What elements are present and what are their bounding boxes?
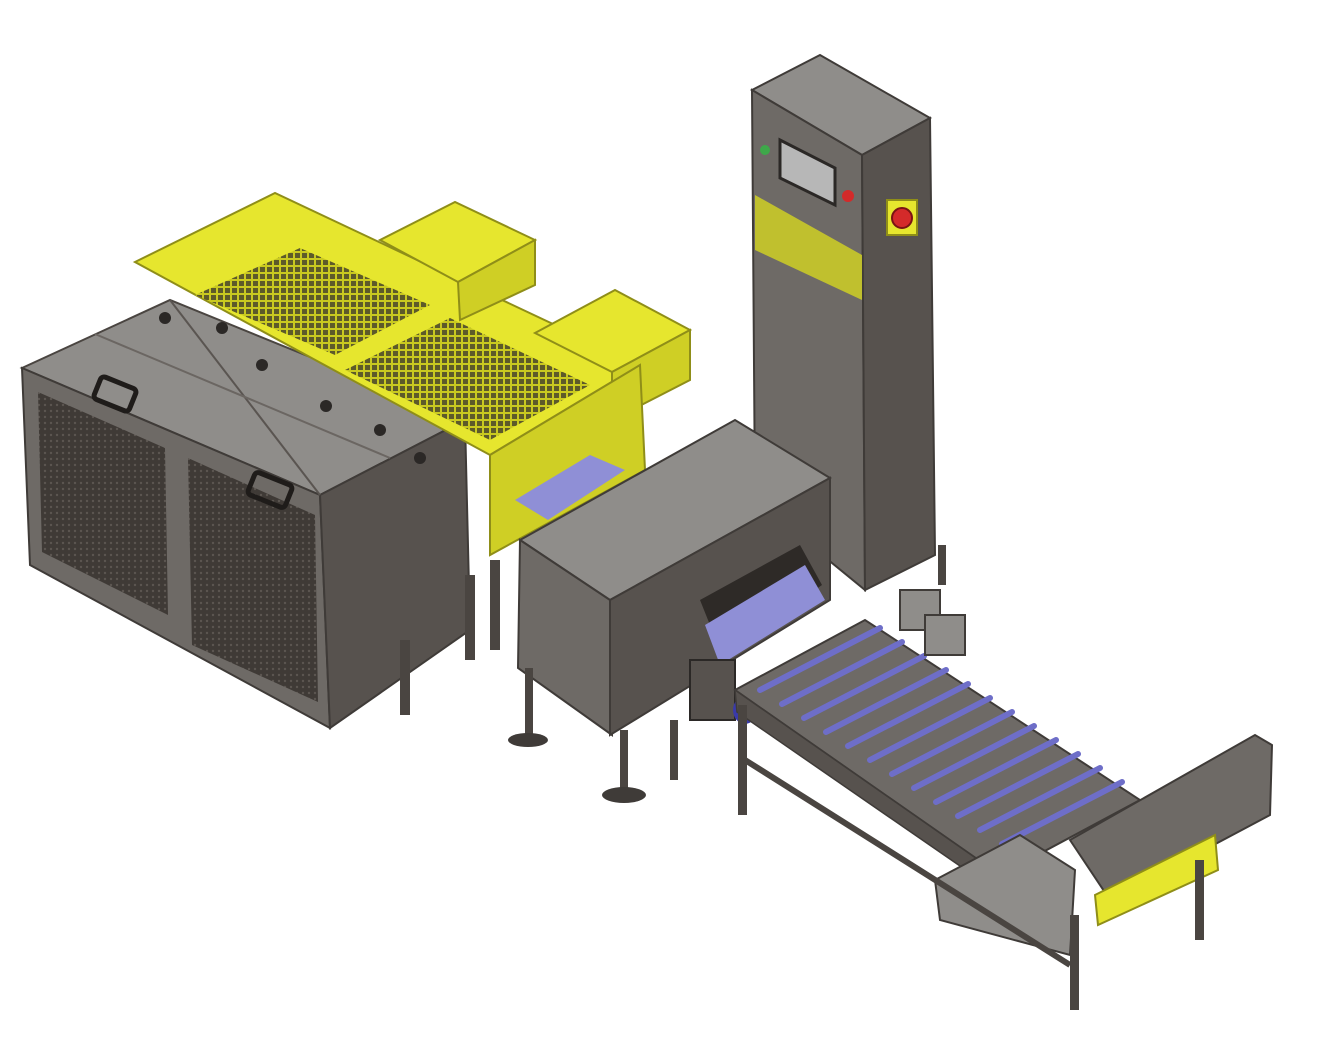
latch-icon	[256, 359, 268, 371]
conveyor-leg	[738, 705, 747, 815]
conveyor-leg	[1070, 915, 1079, 1010]
tunnel-unit	[508, 418, 832, 803]
guard-mesh-panel-1	[195, 248, 430, 355]
tunnel-leg	[525, 668, 533, 738]
drive-motor	[899, 589, 941, 631]
handle-icon	[245, 470, 295, 510]
roller	[823, 667, 949, 735]
roller	[911, 723, 1037, 791]
chiller-leg	[465, 575, 475, 660]
roller	[801, 653, 927, 721]
tunnel-control-box	[689, 659, 736, 721]
roller	[779, 639, 905, 707]
conveyor-leg	[1195, 860, 1204, 940]
reject-bin	[933, 833, 1077, 957]
chiller-lid-divider	[94, 333, 391, 459]
roller	[933, 737, 1059, 805]
cabinet-yellow-band	[755, 195, 862, 300]
handle-icon	[91, 374, 139, 414]
chiller-leg	[490, 560, 500, 650]
cabinet-side	[860, 116, 937, 592]
emergency-stop-icon[interactable]	[891, 207, 913, 229]
latch-icon	[159, 312, 171, 324]
rollers	[757, 625, 1125, 847]
red-button-icon[interactable]	[842, 190, 854, 202]
tunnel-leg	[670, 720, 678, 780]
chiller-grille-right	[188, 458, 318, 702]
conveyor-brace	[743, 757, 1072, 968]
drive-motor	[924, 614, 966, 656]
infeed-belt	[515, 455, 625, 520]
tunnel-belt	[705, 565, 825, 665]
latch-icon	[320, 400, 332, 412]
latch-icon	[414, 452, 426, 464]
roller	[757, 625, 883, 693]
latch-icon	[374, 424, 386, 436]
twin-chiller-housing	[19, 298, 500, 730]
leveling-foot-icon	[508, 733, 548, 747]
roller	[867, 695, 993, 763]
guard-mesh-panel-2	[345, 318, 590, 440]
roller	[955, 751, 1081, 819]
tunnel-front	[516, 538, 614, 737]
chiller-leg	[400, 640, 410, 715]
roller	[889, 709, 1015, 777]
roller	[845, 681, 971, 749]
guard-box-side	[456, 238, 536, 322]
chiller-grille-left	[38, 392, 168, 615]
hmi-screen[interactable]	[778, 137, 837, 208]
leveling-foot-icon	[602, 787, 646, 803]
yellow-mesh-guard	[132, 191, 693, 557]
latch-icon	[216, 322, 228, 334]
roller-conveyor	[733, 589, 1274, 1010]
hopper-yellow-side	[1093, 833, 1220, 927]
roller	[977, 765, 1103, 833]
roller	[999, 779, 1125, 847]
tunnel-leg	[620, 730, 628, 795]
green-lamp-icon	[760, 145, 770, 155]
cabinet-foot	[938, 545, 946, 585]
